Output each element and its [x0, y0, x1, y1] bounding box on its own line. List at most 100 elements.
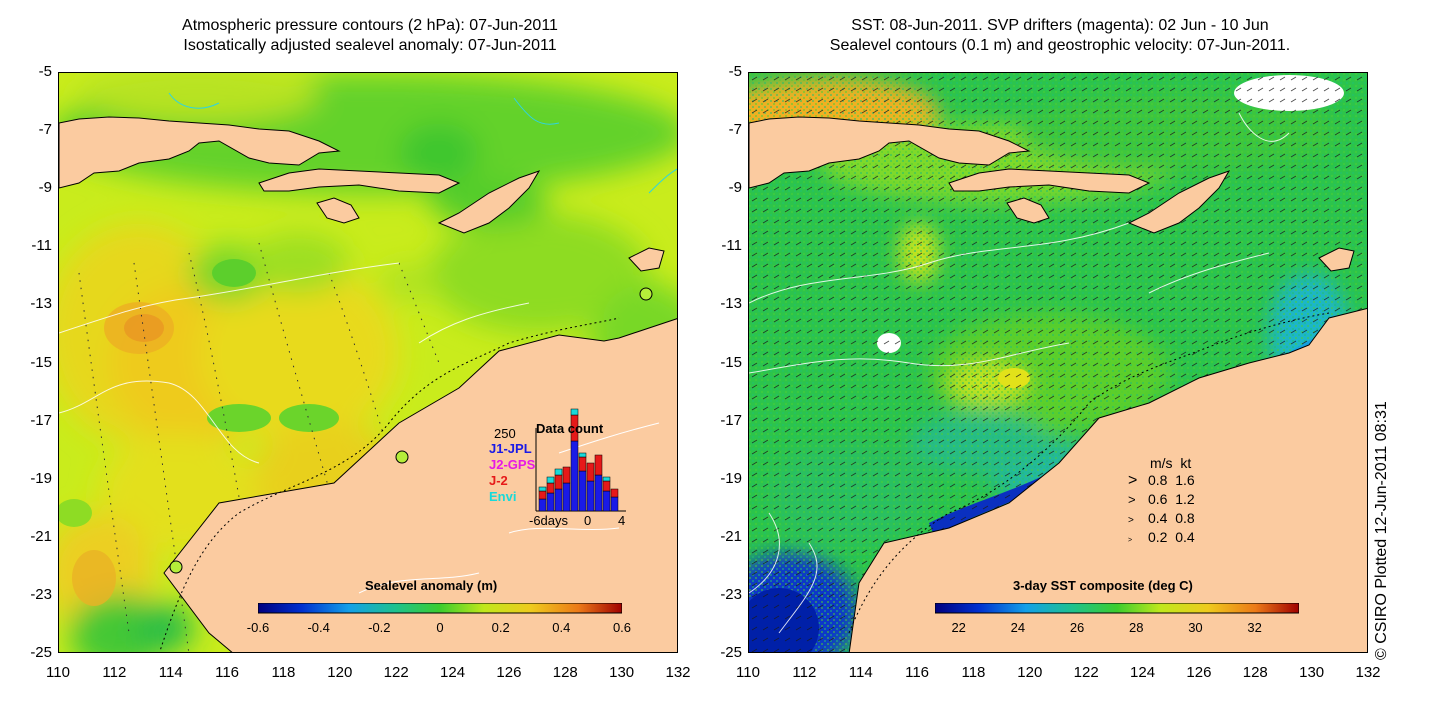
right-colorbar-tick: 30: [1188, 620, 1203, 635]
right-lon-tick-label: 124: [1130, 664, 1156, 681]
left-lon-tick-label: 120: [327, 664, 353, 681]
velocity-arrow-icon: >: [1128, 537, 1133, 544]
left-lon-tick-label: 130: [609, 664, 635, 681]
data-count-bar: [610, 496, 619, 512]
data-count-bar: [546, 482, 555, 494]
sealevel-anomaly-map: [58, 72, 678, 653]
sealevel-contours-white: [749, 112, 1290, 634]
right-lon-tick-label: 128: [1242, 664, 1268, 681]
right-lat-tick-label: -9: [728, 179, 742, 197]
left-lat-tick-label: -19: [30, 469, 52, 487]
velocity-legend-header: m/s kt: [1150, 455, 1191, 471]
inset-mission-j2: J-2: [489, 473, 508, 488]
left-lon-tick-label: 114: [158, 664, 183, 681]
velocity-legend-row: >0.2 0.4: [1128, 529, 1195, 545]
data-count-bar: [554, 468, 563, 476]
left-colorbar-tick: -0.6: [246, 620, 270, 635]
left-colorbar-tick: 0.6: [612, 620, 632, 635]
right-lon-tick-label: 122: [1073, 664, 1099, 681]
inset-mission-j2-gps: J2-GPS: [489, 457, 536, 472]
data-count-bar: [594, 474, 603, 512]
tide-gauge-marker: [395, 450, 409, 464]
right-colorbar-tick: 28: [1129, 620, 1144, 635]
right-lon-tick-label: 110: [736, 664, 760, 681]
inset-xlabel-zero: 0: [584, 513, 592, 528]
left-lat-tick-label: -11: [31, 237, 52, 255]
velocity-legend-kt: 0.8: [1175, 510, 1195, 526]
depth-contour: [848, 312, 1330, 634]
left-lat-tick-label: -23: [30, 585, 52, 603]
atmospheric-pressure-contours: [78, 242, 440, 652]
data-count-bar: [554, 474, 563, 490]
sst-colorbar: [935, 603, 1299, 614]
right-lon-tick-label: 116: [905, 664, 930, 681]
right-lat-tick-label: -21: [720, 527, 742, 545]
right-lat-tick-label: -19: [720, 469, 742, 487]
data-count-bar: [570, 440, 579, 512]
data-count-bar: [602, 490, 611, 512]
left-lat-tick-label: -7: [38, 121, 52, 139]
sst-map: [748, 72, 1368, 653]
left-lat-tick-label: -25: [30, 644, 52, 661]
right-lat-tick-label: -25: [720, 644, 742, 661]
right-title-line1: SST: 08-Jun-2011. SVP drifters (magenta)…: [851, 17, 1269, 34]
data-count-bar: [554, 488, 563, 512]
velocity-legend-ms: 0.2: [1148, 529, 1168, 545]
right-lon-tick-label: 118: [961, 664, 986, 681]
land: [749, 116, 1367, 652]
left-colorbar-tick: 0: [436, 620, 444, 635]
inset-ymax-label: 250: [494, 426, 516, 441]
data-count-bar: [546, 476, 555, 484]
velocity-legend-row: >0.4 0.8: [1128, 510, 1195, 526]
right-lon-tick-label: 114: [848, 664, 873, 681]
velocity-legend-kt: 0.4: [1175, 529, 1195, 545]
inset-xlabel-end: 4: [618, 513, 626, 528]
left-colorbar-title: Sealevel anomaly (m): [365, 578, 498, 593]
data-count-inset-chart: [535, 408, 626, 512]
data-count-bar: [578, 452, 587, 458]
right-lon-tick-label: 120: [1017, 664, 1043, 681]
right-colorbar-tick: 26: [1069, 620, 1085, 635]
right-lat-tick-label: -17: [720, 411, 742, 429]
right-lat-tick-label: -13: [720, 295, 742, 313]
right-lat-tick-label: -23: [720, 585, 742, 603]
data-count-bar: [586, 462, 595, 482]
velocity-legend-row: >0.6 1.2: [1128, 491, 1195, 507]
right-title-line2: Sealevel contours (0.1 m) and geostrophi…: [829, 37, 1291, 54]
left-lat-tick-label: -15: [30, 353, 52, 371]
data-count-bar: [594, 454, 603, 476]
data-count-bar: [586, 480, 595, 512]
left-lon-tick-label: 110: [46, 664, 70, 681]
land: [59, 116, 677, 652]
land-topography-contours: [358, 422, 660, 594]
left-lon-tick-label: 112: [102, 664, 127, 681]
inset-mission-envi: Envi: [489, 489, 517, 504]
data-count-bar: [538, 490, 547, 500]
data-count-bars: [538, 408, 619, 512]
right-lon-tick-label: 132: [1355, 664, 1381, 681]
velocity-arrow-icon: >: [1128, 492, 1136, 507]
sealevel-colorbar: [258, 603, 622, 614]
data-count-bar: [578, 470, 587, 512]
left-lon-tick-label: 126: [496, 664, 522, 681]
data-count-bar: [570, 408, 579, 416]
right-colorbar-title: 3-day SST composite (deg C): [1013, 578, 1193, 593]
data-count-bar: [562, 466, 571, 484]
right-colorbar-tick: 24: [1010, 620, 1026, 635]
left-lon-tick-label: 118: [271, 664, 296, 681]
tide-gauge-markers: [169, 287, 653, 574]
left-colorbar-tick: 0.2: [491, 620, 510, 635]
right-lat-tick-label: -5: [728, 63, 742, 80]
velocity-legend-ms: 0.8: [1148, 472, 1168, 488]
data-count-bar: [562, 482, 571, 512]
tide-gauge-marker: [169, 560, 183, 574]
data-count-bar: [538, 498, 547, 512]
left-lat-tick-label: -5: [38, 63, 52, 80]
left-lon-tick-label: 128: [552, 664, 578, 681]
depth-contour: [159, 317, 620, 652]
inset-mission-j1-jpl: J1-JPL: [489, 441, 532, 456]
left-lat-tick-label: -13: [30, 295, 52, 313]
tide-gauge-marker: [639, 287, 653, 301]
right-colorbar-tick: 32: [1247, 620, 1262, 635]
data-count-bar: [602, 480, 611, 492]
